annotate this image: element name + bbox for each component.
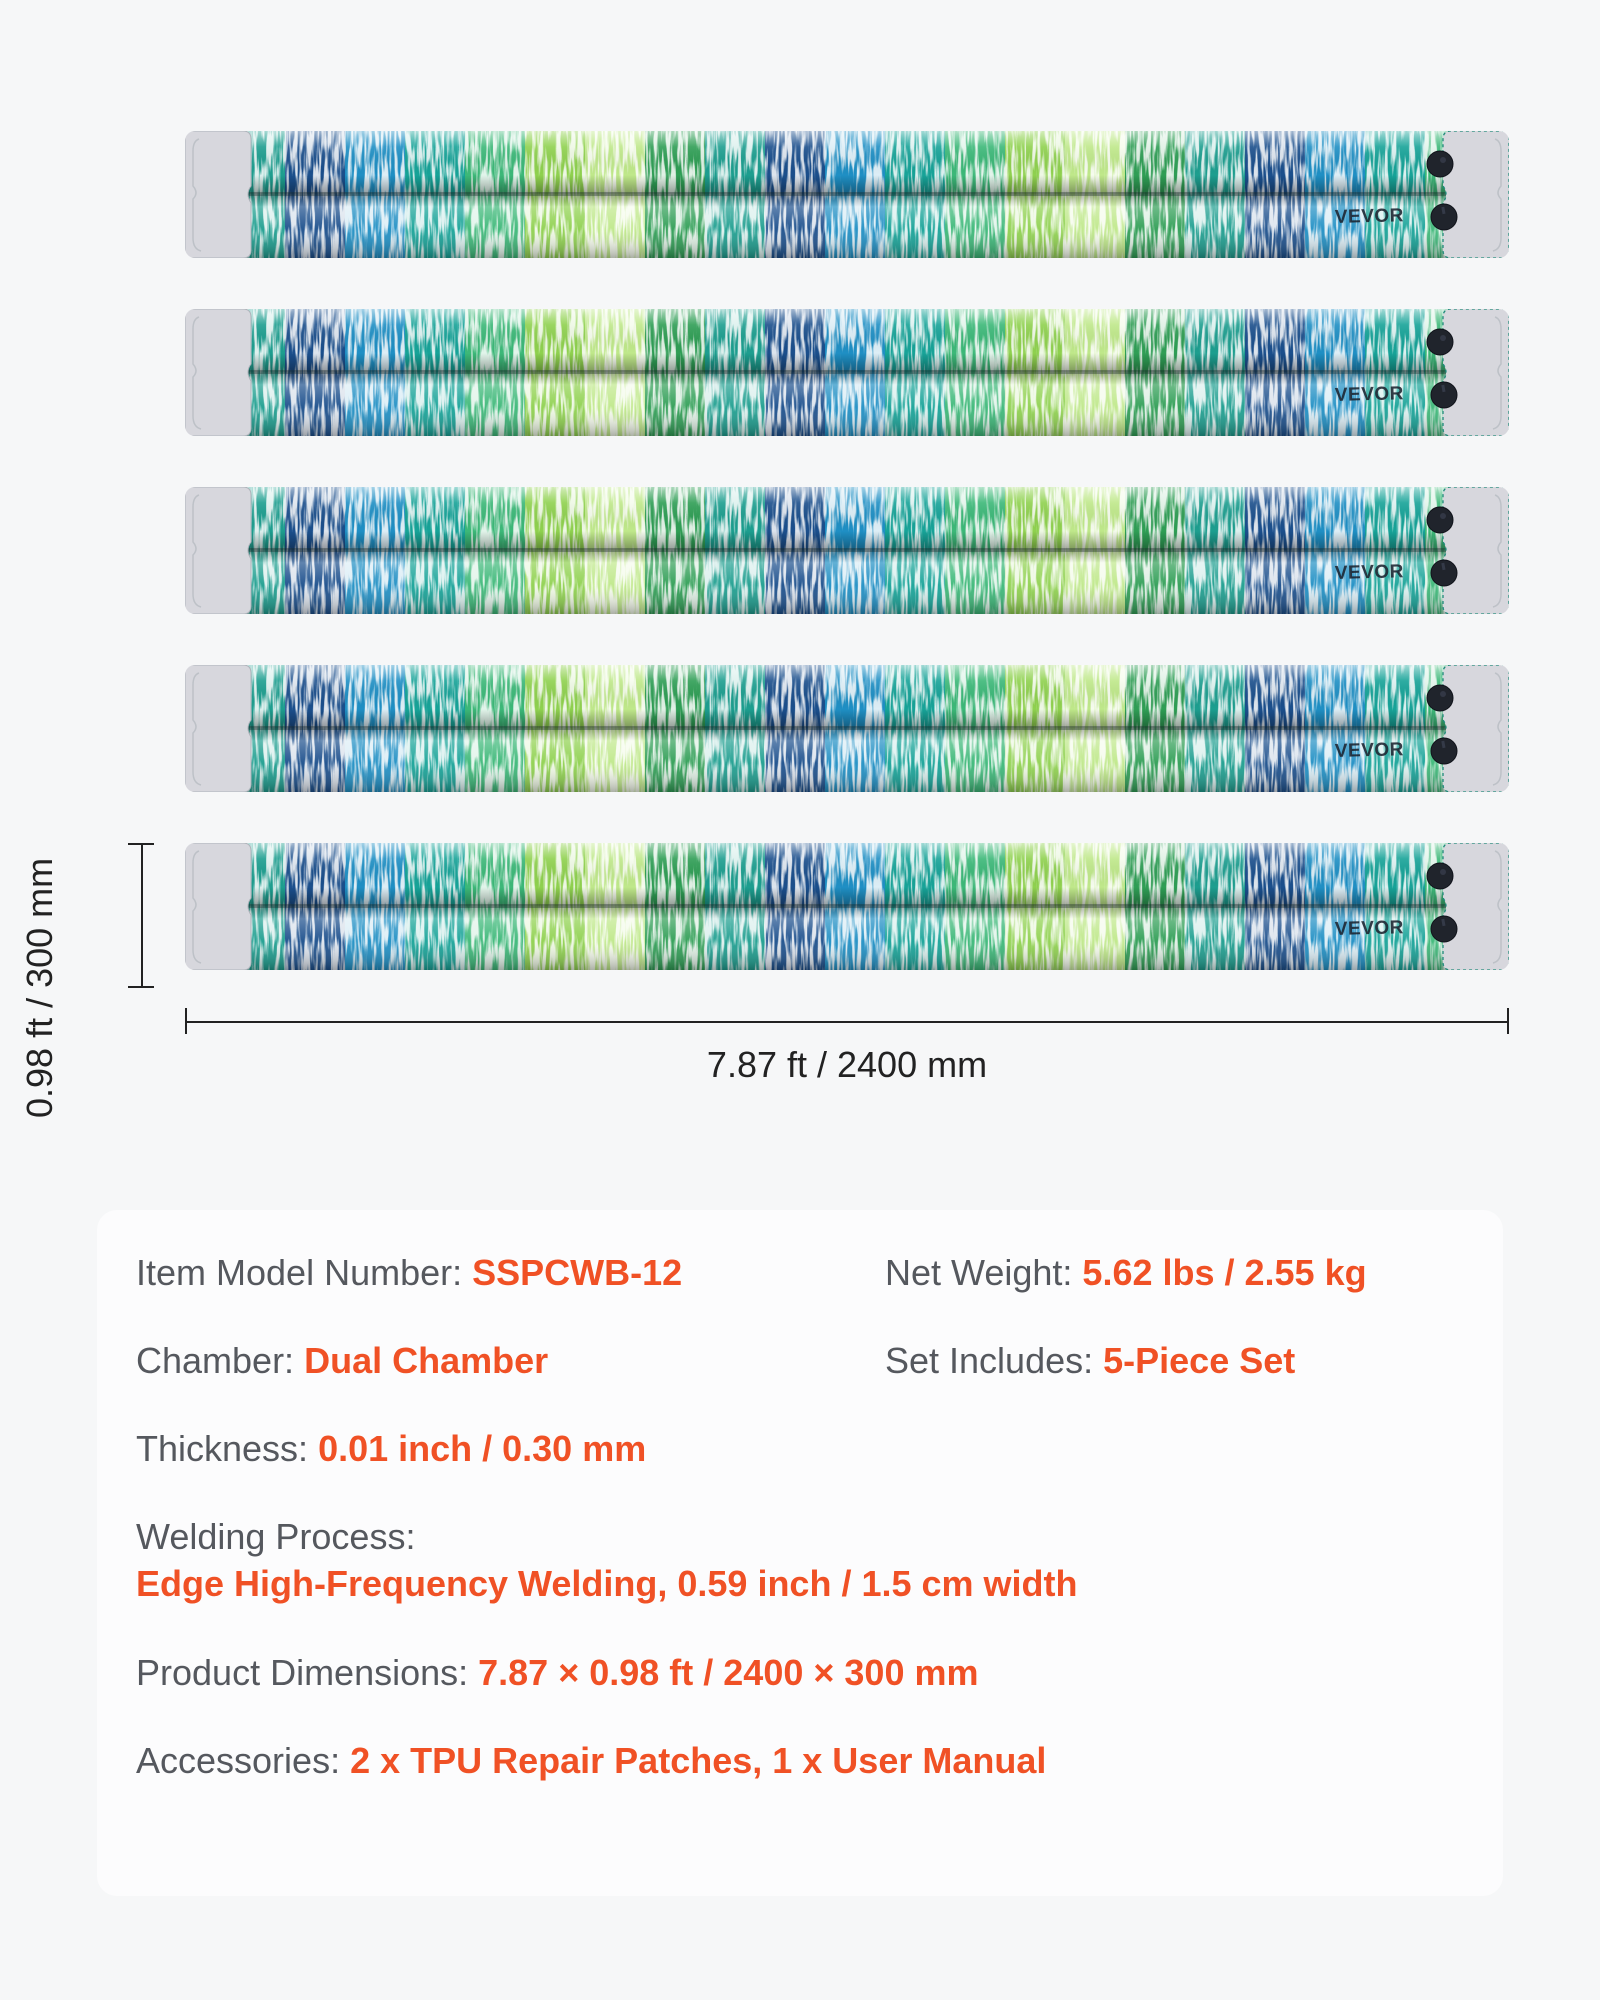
svg-text:VEVOR: VEVOR [1335, 917, 1405, 940]
svg-text:0.98 ft / 300 mm: 0.98 ft / 300 mm [19, 858, 60, 1118]
svg-text:VEVOR: VEVOR [1335, 383, 1405, 406]
svg-text:VEVOR: VEVOR [1335, 205, 1405, 228]
svg-text:VEVOR: VEVOR [1335, 739, 1405, 762]
svg-text:VEVOR: VEVOR [1335, 561, 1405, 584]
